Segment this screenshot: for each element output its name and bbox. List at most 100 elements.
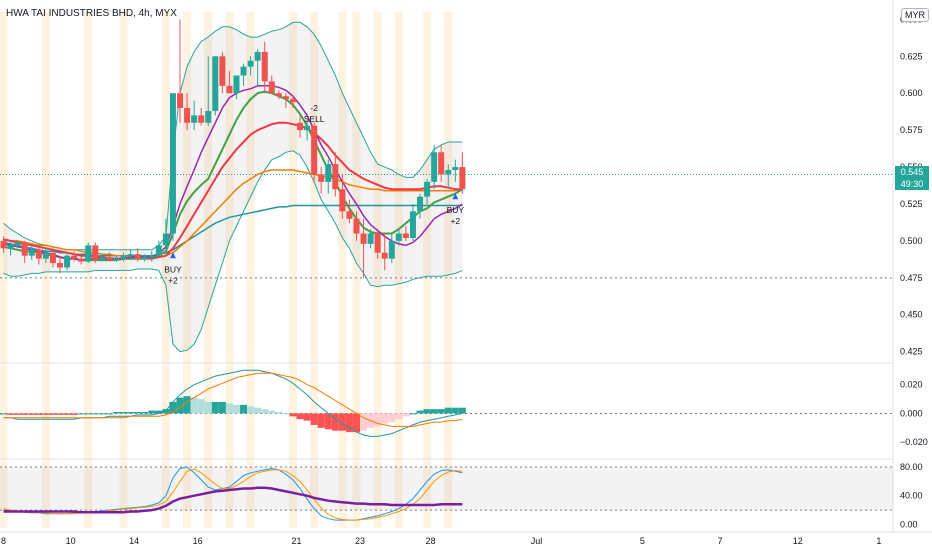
candle-body[interactable] <box>78 258 85 262</box>
candle-body[interactable] <box>155 245 162 256</box>
candle-body[interactable] <box>261 51 268 82</box>
candle-body[interactable] <box>127 254 134 256</box>
candle-body[interactable] <box>205 110 212 123</box>
candle-body[interactable] <box>381 252 388 259</box>
candle-body[interactable] <box>346 211 353 219</box>
ma-slow-line <box>3 121 463 260</box>
time-axis-label: 14 <box>129 536 139 546</box>
buy-arrow-icon <box>169 252 176 259</box>
candle-body[interactable] <box>431 152 438 182</box>
candle-body[interactable] <box>184 107 191 123</box>
candle-body[interactable] <box>169 93 176 234</box>
candle-body[interactable] <box>388 240 395 259</box>
countdown-timer: 49:30 <box>900 179 924 189</box>
buy-signal-label: BUY <box>447 205 465 215</box>
macd-histogram-bar <box>162 409 170 414</box>
candle-body[interactable] <box>240 66 247 76</box>
candle-body[interactable] <box>247 60 254 67</box>
candle-body[interactable] <box>85 245 92 262</box>
candle-body[interactable] <box>311 125 318 175</box>
last-price-value: 0.545 <box>900 167 924 177</box>
candle-body[interactable] <box>212 56 219 111</box>
candle-body[interactable] <box>134 254 141 259</box>
candle-body[interactable] <box>282 96 289 100</box>
session-highlight <box>352 12 361 528</box>
candle-body[interactable] <box>148 255 155 258</box>
candle-body[interactable] <box>35 249 42 259</box>
candle-body[interactable] <box>445 170 452 175</box>
time-axis-label: 23 <box>355 536 365 546</box>
bollinger-lower-line <box>3 150 463 353</box>
time-axis-label: 1 <box>876 536 881 546</box>
candle-body[interactable] <box>254 51 261 61</box>
buy-arrow-icon <box>452 193 459 200</box>
candle-body[interactable] <box>360 233 367 244</box>
candle-body[interactable] <box>28 249 35 256</box>
candle-body[interactable] <box>297 122 304 131</box>
sell-arrow-icon <box>311 134 318 141</box>
candle-body[interactable] <box>374 233 381 253</box>
candle-body[interactable] <box>289 99 296 103</box>
macd-histogram-bar <box>28 413 36 415</box>
last-price-tag: 0.545 49:30 <box>895 166 929 190</box>
candle-body[interactable] <box>339 189 346 212</box>
candle-body[interactable] <box>233 75 240 94</box>
macd-histogram-bar <box>63 413 71 415</box>
macd-histogram-bar <box>437 409 445 414</box>
stoch-axis-label: 40.00 <box>900 491 923 501</box>
candle-body[interactable] <box>191 115 198 123</box>
candle-body[interactable] <box>106 257 113 261</box>
candle-body[interactable] <box>0 240 7 249</box>
candle-body[interactable] <box>21 242 28 256</box>
candle-body[interactable] <box>304 125 311 131</box>
candle-body[interactable] <box>14 242 21 246</box>
candle-body[interactable] <box>219 56 226 86</box>
candle-body[interactable] <box>438 152 445 175</box>
candle-body[interactable] <box>120 255 127 259</box>
candle-body[interactable] <box>353 218 360 234</box>
price-axis-label: 0.500 <box>900 236 923 246</box>
candle-body[interactable] <box>459 167 466 190</box>
candle-body[interactable] <box>49 252 56 264</box>
candle-body[interactable] <box>424 181 431 197</box>
candle-body[interactable] <box>92 245 99 261</box>
sell-signal-label: SELL <box>304 114 325 124</box>
candle-body[interactable] <box>64 255 71 268</box>
candle-body[interactable] <box>7 245 14 249</box>
candle-body[interactable] <box>268 81 275 94</box>
macd-histogram-bar <box>77 413 85 415</box>
candle-body[interactable] <box>226 85 233 94</box>
macd-histogram-bar <box>409 413 417 415</box>
candle-body[interactable] <box>452 167 459 171</box>
candle-body[interactable] <box>395 233 402 241</box>
price-axis-label: 0.600 <box>900 88 923 98</box>
price-axis-label: 0.625 <box>900 51 923 61</box>
candle-body[interactable] <box>325 164 332 182</box>
candle-body[interactable] <box>71 255 78 259</box>
candle-body[interactable] <box>177 93 184 108</box>
candle-body[interactable] <box>42 252 49 259</box>
candle-body[interactable] <box>318 174 325 182</box>
time-axis-label: 12 <box>793 536 803 546</box>
ma-long-line <box>3 169 463 258</box>
candle-body[interactable] <box>113 258 120 261</box>
candle-body[interactable] <box>99 257 106 261</box>
candle-body[interactable] <box>409 211 416 238</box>
macd-histogram-bar <box>141 412 149 414</box>
candle-body[interactable] <box>367 233 374 244</box>
candle-body[interactable] <box>57 263 64 268</box>
candle-body[interactable] <box>275 93 282 97</box>
time-axis-label: Jul <box>531 536 543 546</box>
macd-histogram-bar <box>451 407 459 414</box>
candle-body[interactable] <box>417 196 424 212</box>
candle-body[interactable] <box>332 164 339 190</box>
candle-body[interactable] <box>162 233 169 246</box>
macd-histogram-bar <box>134 412 142 414</box>
bollinger-upper-line <box>3 21 463 251</box>
currency-badge[interactable]: MYR <box>901 8 929 22</box>
candle-body[interactable] <box>198 115 205 123</box>
candle-body[interactable] <box>141 257 148 259</box>
candle-body[interactable] <box>402 233 409 238</box>
macd-histogram-bar <box>190 397 198 414</box>
